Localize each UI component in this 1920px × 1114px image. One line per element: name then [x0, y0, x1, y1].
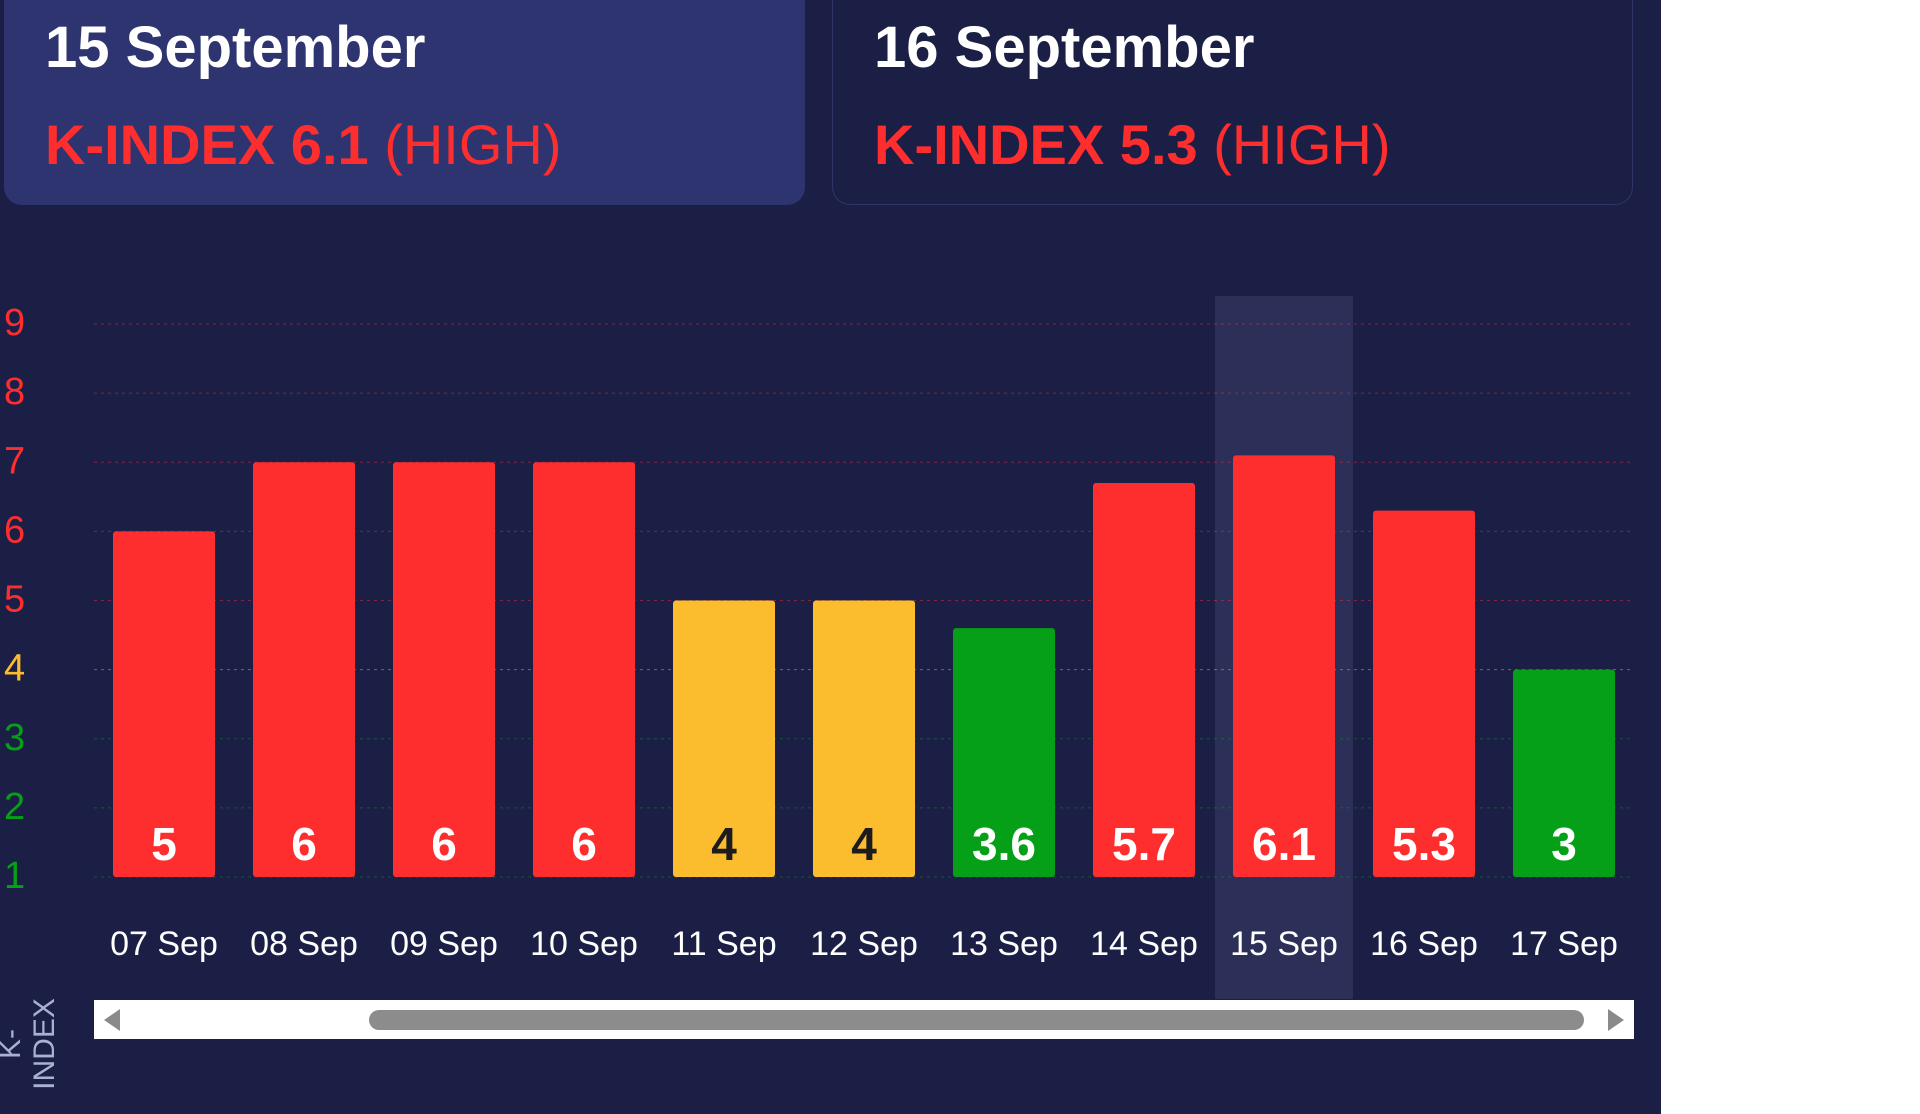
bar: [533, 462, 635, 877]
card-date: 16 September: [874, 15, 1255, 80]
x-tick-label: 12 Sep: [810, 925, 918, 963]
k-index-level: (HIGH): [1213, 113, 1391, 176]
bar-value-label: 5.7: [1112, 818, 1176, 870]
card-k-index: K-INDEX 6.1 (HIGH): [45, 112, 562, 177]
bar-value-label: 6: [431, 818, 457, 870]
bar-value-label: 6.1: [1252, 818, 1316, 870]
bar: [1093, 482, 1195, 877]
y-tick-label: 8: [4, 371, 25, 413]
y-axis-title: K-INDEX: [0, 998, 61, 1090]
x-tick-label: 09 Sep: [390, 925, 498, 963]
y-tick-label: 6: [4, 509, 25, 551]
x-tick-label: 11 Sep: [671, 925, 776, 963]
k-index-panel: 15 September K-INDEX 6.1 (HIGH) 16 Septe…: [0, 0, 1661, 1114]
k-index-value: 5.3: [1119, 113, 1198, 176]
x-tick-label: 14 Sep: [1090, 925, 1198, 963]
x-tick-label: 13 Sep: [950, 925, 1058, 963]
bar: [1513, 669, 1615, 877]
x-tick-label: 08 Sep: [250, 925, 358, 963]
bar-value-label: 5: [151, 818, 177, 870]
k-index-label: K-INDEX: [874, 113, 1105, 176]
k-index-label: K-INDEX: [45, 113, 276, 176]
bar: [393, 462, 495, 877]
bar-value-label: 6: [291, 818, 317, 870]
y-tick-label: 5: [4, 579, 25, 621]
bar-value-label: 3.6: [972, 818, 1036, 870]
card-k-index: K-INDEX 5.3 (HIGH): [874, 112, 1391, 177]
k-index-value: 6.1: [290, 113, 369, 176]
y-tick-label: 4: [4, 648, 25, 690]
chart-scrollbar[interactable]: [94, 1000, 1634, 1039]
bar: [1373, 510, 1475, 877]
bar-value-label: 6: [571, 818, 597, 870]
x-tick-label: 17 Sep: [1510, 925, 1618, 963]
x-tick-label: 16 Sep: [1370, 925, 1478, 963]
x-tick-label: 10 Sep: [530, 925, 638, 963]
bar: [673, 600, 775, 877]
bar-value-label: 4: [711, 818, 737, 870]
y-tick-label: 7: [4, 440, 25, 482]
y-tick-label: 2: [4, 786, 25, 828]
scrollbar-thumb[interactable]: [369, 1010, 1584, 1030]
arrow-left-icon[interactable]: [104, 1009, 120, 1031]
bar: [813, 600, 915, 877]
bar-value-label: 5.3: [1392, 818, 1456, 870]
y-tick-label: 1: [4, 855, 25, 897]
bar: [953, 628, 1055, 877]
y-tick-label: 3: [4, 717, 25, 759]
bar-value-label: 4: [851, 818, 877, 870]
bar-value-label: 3: [1551, 818, 1577, 870]
day-card-16-september[interactable]: 16 September K-INDEX 5.3 (HIGH): [832, 0, 1633, 205]
k-index-level: (HIGH): [384, 113, 562, 176]
bar: [113, 531, 215, 877]
x-tick-label: 07 Sep: [110, 925, 218, 963]
k-index-bar-chart: 1 2 3 4 5 6 7 8 9 5 07 Sep 6 08 Sep 6 09 Sep 6 10 Sep 4 11…: [4, 296, 1634, 999]
bar: [253, 462, 355, 877]
day-card-15-september[interactable]: 15 September K-INDEX 6.1 (HIGH): [4, 0, 805, 205]
bar: [1233, 455, 1335, 877]
arrow-right-icon[interactable]: [1608, 1009, 1624, 1031]
y-tick-label: 9: [4, 302, 25, 344]
x-tick-label: 15 Sep: [1230, 925, 1338, 963]
card-date: 15 September: [45, 15, 426, 80]
